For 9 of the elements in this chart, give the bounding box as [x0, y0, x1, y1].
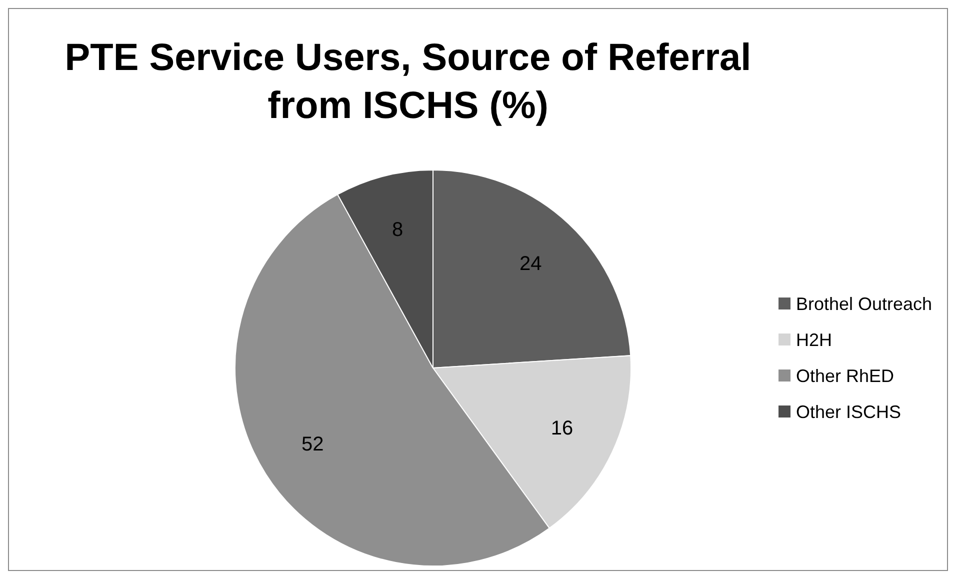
- data-label: 24: [519, 253, 542, 276]
- legend-label: Other ISCHS: [796, 402, 902, 422]
- data-label: 16: [550, 418, 574, 440]
- chart-title: PTE Service Users, Source of Referral from ISCHS (%): [64, 37, 752, 127]
- legend-label: Other RhED: [796, 366, 894, 386]
- data-label: 52: [302, 433, 324, 456]
- legend-label: Brothel Outreach: [796, 294, 932, 314]
- legend-label: H2H: [796, 330, 832, 350]
- data-label: 8: [392, 218, 404, 241]
